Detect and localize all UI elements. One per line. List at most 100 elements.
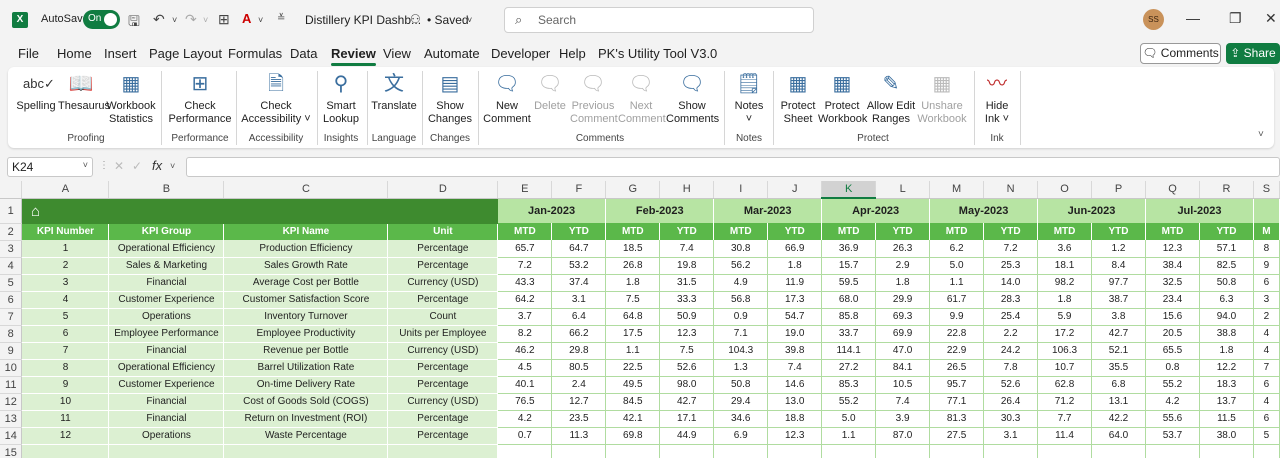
value-cell[interactable]: 52.6 (983, 376, 1039, 394)
empty-cell[interactable] (1091, 444, 1146, 458)
column-header-b[interactable]: B (108, 181, 225, 199)
value-cell[interactable]: 6 (1253, 410, 1280, 428)
value-cell[interactable]: 30.8 (713, 240, 769, 258)
kpi-name-cell[interactable]: Inventory Turnover (223, 308, 389, 326)
unit-cell[interactable]: Percentage (387, 291, 499, 309)
value-cell[interactable]: 35.5 (1091, 359, 1146, 377)
value-cell[interactable]: 4.2 (497, 410, 553, 428)
saved-status[interactable]: • Saved (427, 13, 469, 27)
menu-pk-utility[interactable]: PK's Utility Tool V3.0 (598, 46, 718, 61)
empty-cell[interactable] (1253, 444, 1280, 458)
value-cell[interactable]: 40.1 (497, 376, 553, 394)
value-cell[interactable]: 66.9 (767, 240, 823, 258)
value-cell[interactable]: 22.9 (929, 342, 985, 360)
empty-cell[interactable] (983, 444, 1039, 458)
value-cell[interactable]: 29.8 (551, 342, 607, 360)
value-cell[interactable]: 24.2 (983, 342, 1039, 360)
value-cell[interactable]: 0.8 (1145, 359, 1200, 377)
thesaurus-button[interactable]: 📖 Thesaurus (58, 73, 110, 112)
kpi-group-cell[interactable]: Operations (108, 308, 225, 326)
column-header-m[interactable]: M (929, 181, 985, 199)
value-cell[interactable]: 5.0 (821, 410, 877, 428)
menu-review[interactable]: Review (331, 46, 376, 66)
kpi-number-cell[interactable]: 7 (21, 342, 110, 360)
unit-cell[interactable]: Currency (USD) (387, 393, 499, 411)
check-accessibility-button[interactable]: 🗎 Check Accessibility ˅ (241, 73, 311, 125)
mtd-header[interactable]: MTD (497, 223, 553, 240)
column-header-q[interactable]: Q (1145, 181, 1200, 199)
empty-cell[interactable] (659, 444, 715, 458)
column-header-r[interactable]: R (1199, 181, 1254, 199)
select-all-corner[interactable] (0, 181, 23, 199)
ytd-header[interactable]: YTD (659, 223, 715, 240)
month-header[interactable]: Jan-2023 (497, 198, 607, 223)
row-header[interactable]: 5 (0, 274, 23, 292)
kpi-group-cell[interactable]: Financial (108, 274, 225, 292)
value-cell[interactable]: 4.5 (497, 359, 553, 377)
fx-dropdown-icon[interactable]: ˅ (170, 161, 176, 171)
menu-formulas[interactable]: Formulas (228, 46, 283, 61)
value-cell[interactable]: 19.0 (767, 325, 823, 343)
value-cell[interactable]: 5.9 (1037, 308, 1093, 326)
value-cell[interactable]: 68.0 (821, 291, 877, 309)
name-box[interactable]: K24 ˅ (7, 157, 93, 177)
value-cell[interactable]: 4.2 (1145, 393, 1200, 411)
empty-cell[interactable] (387, 444, 499, 458)
value-cell[interactable]: 27.5 (929, 427, 985, 445)
value-cell[interactable]: 25.3 (983, 257, 1039, 275)
kpi-group-cell[interactable]: Customer Experience (108, 291, 225, 309)
column-header-f[interactable]: F (551, 181, 607, 199)
check-performance-button[interactable]: ⊞ Check Performance (168, 73, 232, 125)
kpi-number-cell[interactable]: 8 (21, 359, 110, 377)
empty-cell[interactable] (821, 444, 877, 458)
menu-home[interactable]: Home (57, 46, 92, 61)
month-header[interactable]: Mar-2023 (713, 198, 823, 223)
unit-cell[interactable]: Percentage (387, 376, 499, 394)
ytd-header[interactable]: YTD (1199, 223, 1254, 240)
value-cell[interactable]: 4.9 (713, 274, 769, 292)
value-cell[interactable]: 0.9 (713, 308, 769, 326)
unit-cell[interactable]: Percentage (387, 427, 499, 445)
column-header-e[interactable]: E (497, 181, 553, 199)
value-cell[interactable]: 42.2 (1091, 410, 1146, 428)
kpi-number-cell[interactable]: 3 (21, 274, 110, 292)
value-cell[interactable]: 2 (1253, 308, 1280, 326)
ytd-header[interactable]: YTD (1091, 223, 1146, 240)
kpi-number-cell[interactable]: 1 (21, 240, 110, 258)
value-cell[interactable]: 64.7 (551, 240, 607, 258)
value-cell[interactable]: 36.9 (821, 240, 877, 258)
kpi-name-cell[interactable]: Employee Productivity (223, 325, 389, 343)
avatar[interactable]: SS (1143, 9, 1164, 30)
value-cell[interactable]: 7.7 (1037, 410, 1093, 428)
header-banner-cell[interactable]: ⌂ (21, 198, 498, 224)
value-cell[interactable]: 3 (1253, 291, 1280, 309)
value-cell[interactable]: 71.2 (1037, 393, 1093, 411)
value-cell[interactable]: 104.3 (713, 342, 769, 360)
value-cell[interactable]: 1.8 (605, 274, 661, 292)
value-cell[interactable]: 1.8 (1199, 342, 1254, 360)
kpi-name-cell[interactable]: Customer Satisfaction Score (223, 291, 389, 309)
kpi-group-cell[interactable]: Financial (108, 393, 225, 411)
value-cell[interactable]: 95.7 (929, 376, 985, 394)
row-header[interactable]: 14 (0, 427, 23, 445)
value-cell[interactable]: 69.9 (875, 325, 931, 343)
value-cell[interactable]: 5.0 (929, 257, 985, 275)
value-cell[interactable]: 64.0 (1091, 427, 1146, 445)
value-cell[interactable]: 26.3 (875, 240, 931, 258)
value-cell[interactable]: 23.4 (1145, 291, 1200, 309)
value-cell[interactable]: 1.3 (713, 359, 769, 377)
mtd-header[interactable]: MTD (1145, 223, 1200, 240)
empty-cell[interactable] (21, 444, 110, 458)
value-cell[interactable]: 15.7 (821, 257, 877, 275)
value-cell[interactable]: 9.9 (929, 308, 985, 326)
mtd-header[interactable]: MTD (713, 223, 769, 240)
ytd-header[interactable]: YTD (983, 223, 1039, 240)
column-header-h[interactable]: H (659, 181, 715, 199)
empty-cell[interactable] (713, 444, 769, 458)
mtd-header[interactable]: MTD (821, 223, 877, 240)
value-cell[interactable]: 64.8 (605, 308, 661, 326)
mtd-header[interactable]: MTD (929, 223, 985, 240)
value-cell[interactable]: 38.7 (1091, 291, 1146, 309)
kpi-group-cell[interactable]: Operations (108, 427, 225, 445)
value-cell[interactable]: 82.5 (1199, 257, 1254, 275)
